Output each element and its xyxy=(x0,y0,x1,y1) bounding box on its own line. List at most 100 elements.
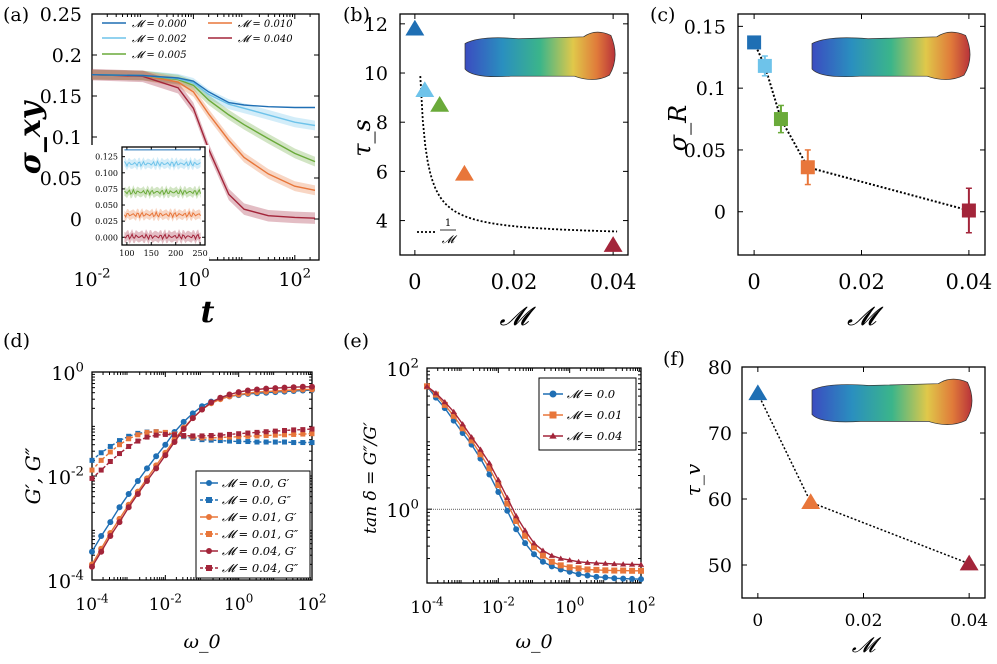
panel-label: (c) xyxy=(650,4,675,26)
data-point xyxy=(531,551,537,558)
data-point xyxy=(98,548,105,555)
y-tick-label: 70 xyxy=(708,423,732,445)
data-point xyxy=(153,453,160,460)
panel-label: (d) xyxy=(3,330,30,352)
data-point xyxy=(757,58,772,73)
data-point xyxy=(116,451,122,457)
data-point xyxy=(522,540,529,547)
inset-x-tick-label: 200 xyxy=(168,249,183,258)
data-point xyxy=(98,450,104,456)
legend-entry: 𝓜 = 0.04, G′ xyxy=(222,544,297,558)
data-point xyxy=(575,571,582,578)
data-point xyxy=(89,548,95,555)
data-point xyxy=(244,387,251,394)
data-point xyxy=(961,203,976,218)
data-point xyxy=(126,436,132,442)
data-point xyxy=(189,410,196,417)
y-tick-label: 10 xyxy=(364,63,388,85)
data-point xyxy=(282,439,288,445)
legend-entry: 𝓜 = 0.002 xyxy=(132,34,187,45)
inset-y-tick-label: 0.000 xyxy=(95,233,118,242)
y-tick-label: 10-4 xyxy=(47,568,84,593)
data-point xyxy=(566,564,573,571)
x-axis-label: 𝓜 xyxy=(852,633,882,657)
x-tick-label: 0.02 xyxy=(491,270,538,294)
snapshot-b xyxy=(464,31,616,80)
x-tick-label: 10-2 xyxy=(73,266,110,291)
data-point xyxy=(584,559,591,565)
data-point xyxy=(450,408,457,415)
x-tick-label: 102 xyxy=(626,594,655,618)
x-tick-label: 0.04 xyxy=(946,270,993,294)
data-point xyxy=(245,439,251,445)
data-point xyxy=(495,482,502,489)
y-tick-label: 0.1 xyxy=(52,127,82,149)
data-point xyxy=(539,547,547,553)
data-point xyxy=(539,552,546,559)
snapshot-b-shape xyxy=(464,31,616,80)
data-point xyxy=(107,449,113,455)
y-tick-label: 0.15 xyxy=(40,86,82,108)
data-point xyxy=(611,560,618,567)
data-point xyxy=(291,431,297,437)
data-point xyxy=(620,561,627,567)
layer-f: (f) 80 70 60 50 0 0.02 0.04 𝓜τ_v xyxy=(663,348,988,657)
x-tick-label: 0 xyxy=(747,270,760,294)
x-tick-label: 10-4 xyxy=(410,594,443,618)
legend-entry: 𝓜 = 0.01, G″ xyxy=(222,527,299,541)
data-point xyxy=(89,467,95,473)
y-tick-label: 0.25 xyxy=(40,4,82,26)
x-tick-label: 100 xyxy=(177,266,210,291)
data-point xyxy=(959,554,979,571)
y-tick-label: 10-2 xyxy=(47,464,84,489)
data-point xyxy=(282,432,288,438)
x-tick-label: 100 xyxy=(555,594,584,618)
data-point xyxy=(423,383,431,389)
data-point xyxy=(199,433,205,439)
legend-entry: 𝓜 = 0.000 xyxy=(132,19,187,30)
inset-band xyxy=(124,156,201,171)
data-point xyxy=(291,427,297,433)
y-tick-label: 12 xyxy=(364,14,388,36)
data-point xyxy=(162,452,169,459)
x-tick-label: 0.04 xyxy=(950,611,988,631)
data-point xyxy=(477,451,484,458)
series-band xyxy=(92,69,315,167)
data-point xyxy=(226,391,233,398)
y-axis-label: τ_v xyxy=(681,463,705,496)
legend-marker xyxy=(549,390,557,398)
series-band xyxy=(92,69,315,131)
data-point xyxy=(486,465,493,472)
data-point xyxy=(603,236,623,252)
x-tick-label: 0 xyxy=(408,270,421,294)
legend-entry: 𝓜 = 0.04, G″ xyxy=(222,561,299,575)
data-point xyxy=(459,430,466,437)
data-point xyxy=(172,432,178,438)
legend-marker xyxy=(206,548,212,554)
x-axis-label: ω_0 xyxy=(183,631,220,653)
layer-b: (b) 4 6 8 10 12 0 0.02 0.04 𝓜τ_s 1 𝓜 xyxy=(343,4,637,332)
data-point xyxy=(575,558,582,565)
y-tick-label: 0 xyxy=(70,209,82,231)
data-point xyxy=(253,386,260,393)
data-point xyxy=(459,421,466,427)
inset-x-tick-label: 100 xyxy=(119,249,134,258)
data-point xyxy=(468,434,475,440)
y-tick-label: 0.15 xyxy=(684,16,726,38)
data-point xyxy=(208,399,215,406)
data-point xyxy=(116,442,122,448)
fit-legend-denominator: 𝓜 xyxy=(442,233,458,246)
data-point xyxy=(107,519,114,526)
y-tick-label: 60 xyxy=(708,489,732,511)
data-point xyxy=(254,429,260,435)
y-tick-label: 80 xyxy=(708,357,732,379)
panel-label: (e) xyxy=(343,330,369,352)
data-point xyxy=(125,504,132,511)
data-point xyxy=(107,533,114,540)
y-axis-label: tan δ = G″/G′ xyxy=(361,422,381,534)
data-point xyxy=(548,552,555,558)
data-point xyxy=(89,457,95,463)
legend-entry: 𝓜 = 0.040 xyxy=(238,34,293,45)
